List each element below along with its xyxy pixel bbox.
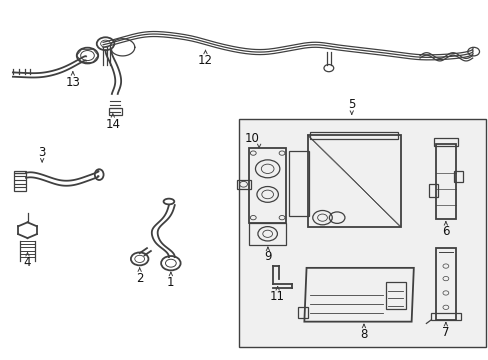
Bar [310, 132, 397, 139]
Text: 5: 5 [347, 98, 355, 111]
Text: 6: 6 [441, 225, 448, 238]
Text: 13: 13 [65, 76, 80, 89]
Text: 12: 12 [198, 54, 213, 67]
Bar [428, 184, 437, 197]
Bar [433, 138, 457, 146]
Bar [14, 171, 26, 191]
Bar [298, 307, 307, 318]
Text: 1: 1 [167, 276, 174, 289]
Bar [307, 135, 400, 226]
Text: 7: 7 [441, 326, 448, 339]
Bar [430, 313, 460, 320]
Bar [435, 144, 455, 220]
Text: 14: 14 [105, 118, 120, 131]
Bar [289, 151, 308, 216]
Bar [453, 171, 462, 182]
Text: 10: 10 [244, 132, 259, 145]
Text: 3: 3 [39, 146, 46, 159]
Bar [109, 108, 122, 116]
Bar [249, 148, 285, 223]
Text: 8: 8 [360, 328, 367, 341]
Bar [435, 248, 455, 320]
Bar [385, 282, 406, 309]
Text: 9: 9 [264, 250, 271, 263]
Text: 4: 4 [24, 256, 31, 269]
Text: 2: 2 [136, 272, 143, 285]
Bar [249, 223, 285, 244]
Text: 11: 11 [269, 290, 285, 303]
Bar [237, 180, 250, 189]
Bar [238, 119, 485, 347]
